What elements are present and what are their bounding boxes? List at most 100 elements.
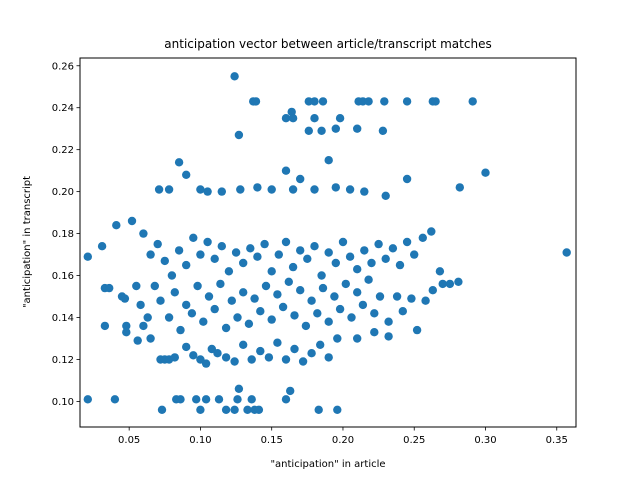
x-tick-label: 0.30 [474,435,496,446]
scatter-point [273,290,282,299]
scatter-point [314,405,323,414]
scatter-point [136,300,145,310]
scatter-point [301,321,311,331]
scatter-point [230,357,239,366]
scatter-point [274,250,283,259]
scatter-point [122,328,131,337]
scatter-point [112,221,121,230]
scatter-point [370,309,379,318]
scatter-point [428,286,437,295]
scatter-point [358,300,368,310]
scatter-point [345,185,355,194]
scatter-point [375,292,385,301]
scatter-point [253,252,262,261]
scatter-point [288,262,298,272]
scatter-point [278,302,288,312]
scatter-point [164,313,174,322]
scatter-point [193,281,202,291]
scatter-point [310,114,319,123]
scatter-point [224,267,234,276]
scatter-point [139,321,148,331]
scatter-point [216,279,225,289]
scatter-point [201,359,211,368]
scatter-point [120,294,130,303]
scatter-point [287,107,296,117]
scatter-point [324,248,333,257]
scatter-point [324,353,333,362]
scatter-point [455,183,464,192]
scatter-point [182,300,191,310]
scatter-point [333,334,342,343]
scatter-point [146,334,155,343]
scatter-point [317,126,326,135]
scatter-point [412,325,422,335]
scatter-point [310,97,319,106]
scatter-point [254,405,264,414]
scatter-point [281,355,291,364]
scatter-point [324,156,333,165]
y-tick-label: 0.24 [52,103,74,114]
scatter-point [402,174,412,184]
scatter-point [296,246,305,255]
scatter-point [239,288,248,297]
scatter-point [139,229,148,238]
scatter-point [331,258,340,268]
scatter-point [217,187,226,196]
scatter-point [331,183,340,192]
scatter-point [296,286,305,295]
scatter-point [192,395,201,404]
scatter-point [418,233,427,242]
scatter-point [221,323,231,333]
scatter-point [281,166,291,175]
scatter-point [562,248,571,257]
scatter-point [213,349,222,358]
scatter-point [204,292,214,301]
scatter-point [156,296,165,305]
scatter-point [402,237,412,247]
scatter-point [388,244,398,253]
scatter-point [182,342,191,352]
scatter-point [364,275,373,284]
scatter-point [353,334,362,343]
scatter-point [281,395,291,404]
scatter-point [345,252,355,261]
scatter-point [97,242,107,251]
scatter-point [288,185,298,194]
scatter-point [335,114,345,123]
scatter-point [316,340,325,349]
scatter-point [210,304,219,314]
scatter-point [256,346,265,356]
scatter-point [157,405,167,414]
scatter-point [290,311,299,320]
plot-frame [79,57,577,428]
scatter-point [231,248,241,257]
scatter-point [176,395,185,404]
scatter-point [133,336,142,345]
scatter-point [364,97,373,106]
scatter-point [230,72,239,81]
scatter-point [384,317,393,326]
scatter-point [244,319,254,328]
scatter-point [260,239,269,249]
scatter-point [267,315,276,324]
scatter-point [267,185,276,194]
scatter-point [288,114,298,123]
chart-title: anticipation vector between article/tran… [164,37,491,51]
scatter-point [174,246,184,255]
scatter-point [105,283,114,293]
scatter-point [347,313,356,322]
scatter-point [256,307,265,316]
scatter-point [239,340,248,349]
scatter-point [167,271,177,280]
x-tick-label: 0.05 [118,435,140,446]
scatter-point [307,349,316,358]
scatter-point [341,279,350,289]
scatter-point [176,325,185,335]
scatter-point [421,296,430,305]
scatter-point [381,254,390,263]
scatter-point [335,304,345,314]
scatter-point [264,353,274,362]
scatter-point [227,296,236,305]
x-tick-label: 0.10 [189,435,211,446]
